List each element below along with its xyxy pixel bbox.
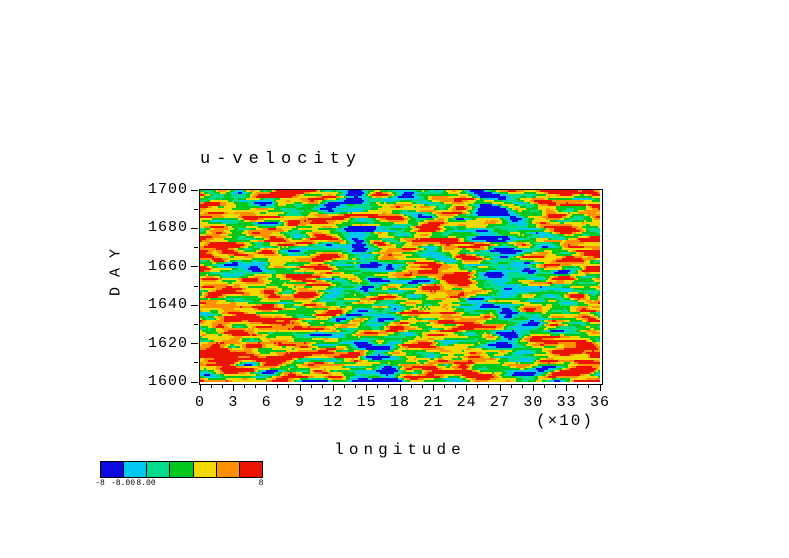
y-tick-label: 1640 [147,296,188,314]
x-tick-label: 27 [489,394,511,411]
colorbar-segment [192,462,216,477]
colorbar-tick-label: -8 [95,479,105,488]
y-major-tick [191,343,198,345]
x-minor-tick [310,384,312,388]
x-major-tick [332,384,334,391]
y-minor-tick [194,208,198,210]
x-tick-label: 21 [423,394,444,411]
colorbar-tick-label: -8.00 [111,479,136,488]
x-minor-tick [455,384,457,388]
y-tick-label: 1700 [147,181,188,198]
x-minor-tick [410,384,412,388]
x-minor-tick [277,384,279,388]
y-tick-label: 1660 [147,257,188,275]
x-tick-label: 36 [589,394,611,411]
x-minor-tick [210,384,212,388]
y-tick-label: 1600 [147,373,188,390]
y-minor-tick [194,247,198,249]
x-minor-tick [421,384,423,388]
x-tick-label: 9 [294,394,306,411]
x-major-tick [399,384,401,391]
y-minor-tick [194,285,198,287]
x-minor-tick [255,384,257,388]
x-minor-tick [543,384,545,388]
colorbar-segment [101,462,124,477]
x-tick-label: 12 [323,394,344,411]
x-minor-tick [321,384,323,388]
heatmap-canvas [200,190,600,382]
colorbar-segment [146,462,170,477]
x-major-tick [499,384,501,391]
x-minor-tick [477,384,479,388]
x-minor-tick [488,384,490,388]
x-axis-label: longitude [334,441,466,459]
x-minor-tick [243,384,245,388]
x-tick-label: 15 [356,394,377,411]
colorbar-segment [215,462,239,477]
y-minor-tick [194,323,198,325]
colorbar-tick-label: 8 [258,479,264,488]
y-minor-tick [194,362,198,364]
x-tick-label: 33 [556,394,577,411]
x-major-tick [532,384,534,391]
x-major-tick [432,384,434,391]
x-major-tick [466,384,468,391]
x-tick-label: 18 [389,394,411,411]
y-major-tick [191,381,198,383]
colorbar-segment [169,462,193,477]
colorbar-tick-label: 8.00 [136,479,156,488]
x-tick-label: 24 [456,394,477,411]
y-tick-label: 1620 [147,334,188,352]
x-minor-tick [510,384,512,388]
x-minor-tick [221,384,223,388]
x-tick-label: 30 [523,394,544,411]
x-major-tick [599,384,601,391]
x-major-tick [299,384,301,391]
chart-title: u-velocity [200,150,363,169]
y-major-tick [191,304,198,306]
x-major-tick [566,384,568,391]
x-minor-tick [577,384,579,388]
x-minor-tick [443,384,445,388]
x-minor-tick [555,384,557,388]
y-tick-label: 1680 [147,219,188,237]
y-axis-label: DAY [107,239,125,297]
plot-frame [199,189,603,385]
x-minor-tick [521,384,523,388]
x-major-tick [266,384,268,391]
x-minor-tick [377,384,379,388]
x-minor-tick [588,384,590,388]
x-scale-note: (×10) [535,412,594,430]
y-major-tick [191,189,198,191]
x-tick-label: 3 [228,394,239,411]
x-minor-tick [355,384,357,388]
x-major-tick [232,384,234,391]
x-major-tick [366,384,368,391]
y-major-tick [191,266,198,268]
x-minor-tick [343,384,345,388]
x-tick-label: 0 [194,394,206,411]
x-minor-tick [288,384,290,388]
colorbar-segment [123,462,147,477]
x-minor-tick [388,384,390,388]
x-tick-label: 6 [261,394,272,411]
colorbar [100,461,263,478]
colorbar-segment [238,462,262,477]
x-major-tick [199,384,201,391]
y-major-tick [191,227,198,229]
